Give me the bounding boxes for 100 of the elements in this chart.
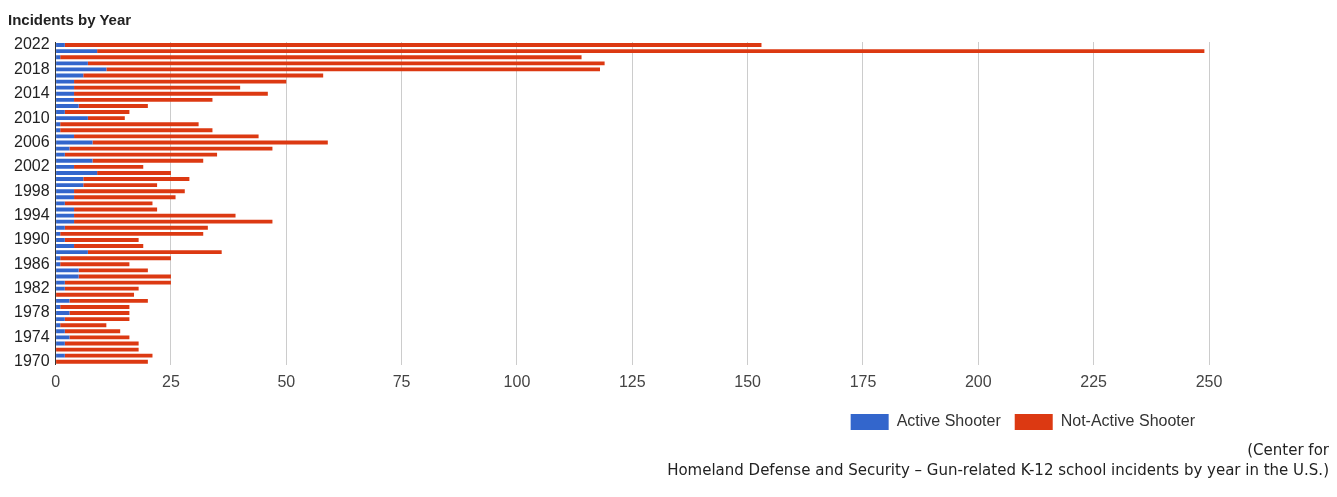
bar <box>56 311 70 315</box>
bar <box>69 146 273 151</box>
y-tick-label: 2010 <box>14 108 50 126</box>
y-tick-label: 2022 <box>14 35 50 53</box>
bar <box>56 244 75 248</box>
bar <box>56 97 75 102</box>
bar <box>56 128 61 133</box>
bar <box>56 256 61 261</box>
bar <box>64 110 130 114</box>
bar <box>56 219 75 224</box>
bar <box>64 286 139 291</box>
bar <box>87 116 125 121</box>
bar <box>64 238 139 242</box>
bar <box>56 67 107 72</box>
text: (Center for Homeland Defense and Security – Gun-related K-12 school incidents by year in the U.S.) <box>666 440 1329 480</box>
bar <box>56 347 139 352</box>
bar <box>56 79 75 84</box>
bar <box>56 250 88 255</box>
bar <box>64 152 218 157</box>
y-tick-label: 2014 <box>14 84 50 102</box>
bar <box>56 195 75 200</box>
bar <box>56 116 88 121</box>
bar <box>56 329 65 334</box>
bar <box>60 122 199 127</box>
bar <box>74 79 287 84</box>
y-tick-label: 1970 <box>14 352 50 370</box>
y-tick-label: 1994 <box>14 205 50 223</box>
bar <box>69 335 130 340</box>
bar <box>83 177 190 181</box>
bar <box>56 158 93 163</box>
bar <box>87 250 222 255</box>
bar <box>56 152 65 157</box>
bar <box>56 201 65 206</box>
y-tick-label: 1998 <box>14 181 50 199</box>
bar <box>56 183 84 188</box>
bar <box>64 280 171 285</box>
y-tick-label: 1982 <box>14 279 50 297</box>
bar <box>56 353 65 358</box>
bar <box>56 104 79 108</box>
bar <box>60 128 213 133</box>
x-tick-label: 175 <box>849 372 877 390</box>
chart-title: Incidents by Year <box>8 11 132 29</box>
bar <box>56 122 61 127</box>
y-tick-label: 1986 <box>14 254 50 272</box>
bar <box>56 262 61 267</box>
bar <box>56 305 61 309</box>
bar <box>56 146 70 151</box>
bar <box>56 55 61 60</box>
bar <box>74 219 273 224</box>
y-tick-label: 1974 <box>14 327 50 345</box>
x-tick-label: 250 <box>1195 372 1223 390</box>
x-tick-label: 25 <box>162 372 180 390</box>
bar <box>69 298 148 303</box>
x-tick-label: 50 <box>277 372 296 390</box>
bar <box>60 262 130 267</box>
bar <box>64 201 153 206</box>
bar <box>56 134 75 139</box>
bar <box>56 164 75 169</box>
x-tick-label: 125 <box>618 372 646 390</box>
x-tick-label: 150 <box>734 372 762 390</box>
legend-label: Not-Active Shooter <box>1060 412 1196 430</box>
bar <box>64 225 208 230</box>
bar <box>78 104 148 108</box>
bar <box>56 231 61 236</box>
bar <box>60 55 582 60</box>
bar <box>106 67 600 72</box>
bar <box>74 244 144 248</box>
bar <box>74 97 213 102</box>
bar <box>56 189 75 194</box>
bar <box>74 91 268 96</box>
bar <box>78 268 148 273</box>
bar <box>60 323 107 328</box>
bar <box>56 292 135 297</box>
legend-label: Active Shooter <box>896 412 1002 430</box>
bar <box>60 256 171 261</box>
y-tick-label: 2006 <box>14 132 50 150</box>
bar <box>74 213 236 218</box>
bar <box>56 280 65 285</box>
bar <box>56 213 75 218</box>
bar <box>60 305 130 309</box>
x-tick-label: 225 <box>1080 372 1108 390</box>
bar <box>74 164 144 169</box>
bar <box>56 286 65 291</box>
bar <box>64 353 153 358</box>
y-tick-label: 1978 <box>14 303 50 321</box>
bar <box>97 171 171 175</box>
bar <box>74 195 176 200</box>
bar <box>56 359 148 364</box>
bar <box>74 134 259 139</box>
bar <box>56 238 65 242</box>
bar <box>56 268 79 273</box>
bar <box>56 43 65 47</box>
bar <box>74 85 241 90</box>
bar <box>74 189 185 194</box>
bar <box>56 177 84 181</box>
bar <box>56 49 98 54</box>
bar <box>97 49 1205 54</box>
bar <box>56 171 98 175</box>
bar <box>60 231 204 236</box>
x-tick-label: 0 <box>51 372 61 390</box>
